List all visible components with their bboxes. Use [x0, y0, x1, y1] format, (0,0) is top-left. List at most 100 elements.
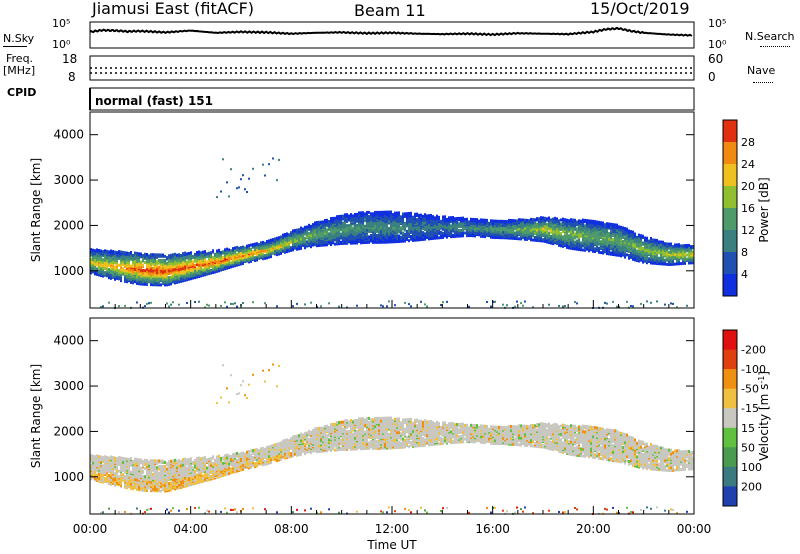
power-cell	[630, 305, 632, 307]
power-cell	[98, 249, 100, 252]
power-cell	[400, 235, 402, 239]
power-cell	[180, 254, 182, 257]
power-cell	[382, 305, 384, 308]
power-cell	[308, 223, 310, 227]
power-cell	[364, 224, 366, 228]
power-cell	[300, 226, 302, 230]
power-cell	[458, 222, 460, 226]
power-cell	[286, 232, 288, 236]
power-cell	[172, 265, 174, 269]
power-cell	[222, 158, 224, 161]
power-cell	[664, 303, 666, 306]
power-cell	[394, 237, 396, 241]
power-cell	[344, 213, 346, 217]
power-cell	[164, 254, 166, 258]
power-cell	[96, 248, 98, 252]
power-cell	[656, 300, 658, 303]
power-cell	[274, 240, 276, 244]
power-cell	[198, 255, 200, 259]
power-cell	[666, 245, 668, 249]
power-cell	[130, 264, 132, 268]
power-cell	[188, 254, 190, 258]
power-cell	[398, 234, 400, 238]
power-cell	[212, 271, 214, 274]
power-cell	[510, 228, 512, 232]
velocity-cell	[116, 462, 118, 466]
power-cell	[118, 254, 120, 258]
velocity-cell	[120, 456, 122, 460]
power-cell	[674, 255, 676, 259]
power-cell	[196, 267, 198, 271]
noise-right-top-tick: 10⁵	[708, 17, 727, 30]
power-cell	[366, 210, 368, 214]
power-cell	[642, 252, 644, 256]
power-cell	[424, 213, 426, 217]
power-cell	[574, 218, 576, 222]
power-cell	[586, 236, 588, 240]
power-cell	[194, 263, 196, 267]
velocity-cell	[102, 456, 104, 460]
power-cell	[616, 249, 618, 253]
power-cell	[570, 227, 572, 231]
power-cell	[430, 237, 432, 241]
power-cell	[546, 217, 548, 221]
power-cell	[254, 256, 256, 260]
power-cell	[602, 232, 604, 236]
power-cell	[530, 232, 532, 236]
power-cell	[374, 236, 376, 240]
power-cell	[248, 249, 250, 253]
power-cell	[386, 228, 388, 232]
power-cell	[194, 252, 196, 256]
power-cell	[108, 250, 110, 254]
power-cell	[618, 238, 620, 242]
power-cell	[624, 231, 626, 235]
power-cell	[186, 272, 188, 276]
power-cell	[150, 258, 152, 262]
power-cell	[548, 234, 550, 238]
power-cell	[390, 217, 392, 221]
power-cell	[456, 217, 458, 220]
power-cell	[230, 302, 232, 305]
power-cell	[440, 304, 442, 306]
power-cell	[540, 220, 542, 224]
power-cell	[226, 247, 228, 251]
velocity-cell	[100, 512, 102, 514]
power-cell	[546, 225, 548, 229]
power-cell	[302, 227, 304, 231]
velocity-cell	[108, 456, 110, 460]
power-cell	[230, 265, 232, 269]
power-cell	[130, 251, 132, 254]
power-cell	[152, 266, 154, 270]
power-cell	[454, 217, 456, 221]
power-cell	[264, 302, 266, 305]
power-cell	[616, 223, 618, 227]
power-cell	[302, 238, 304, 242]
power-cell	[430, 220, 432, 224]
velocity-cell	[100, 473, 102, 477]
power-cell	[512, 219, 514, 223]
power-cell	[554, 219, 556, 223]
power-cell	[292, 240, 294, 244]
power-cell	[212, 256, 214, 260]
power-cell	[318, 226, 320, 230]
power-cell	[242, 302, 244, 304]
power-cell	[152, 277, 154, 281]
power-cell	[226, 265, 228, 269]
power-cell	[566, 233, 568, 237]
power-cell	[576, 235, 578, 239]
power-cell	[342, 214, 344, 218]
power-cell	[344, 233, 346, 237]
power-cell	[394, 304, 396, 307]
power-cell	[608, 247, 610, 250]
power-cell	[226, 305, 228, 308]
power-cell	[460, 216, 462, 220]
power-cell	[224, 257, 226, 261]
power-cell	[682, 253, 684, 257]
power-cell	[684, 244, 686, 248]
power-cell	[482, 232, 484, 236]
power-cell	[456, 223, 458, 227]
power-cell	[320, 220, 322, 224]
power-cell	[442, 225, 444, 228]
velocity-cell	[96, 458, 98, 462]
velocity-cell	[126, 457, 128, 461]
